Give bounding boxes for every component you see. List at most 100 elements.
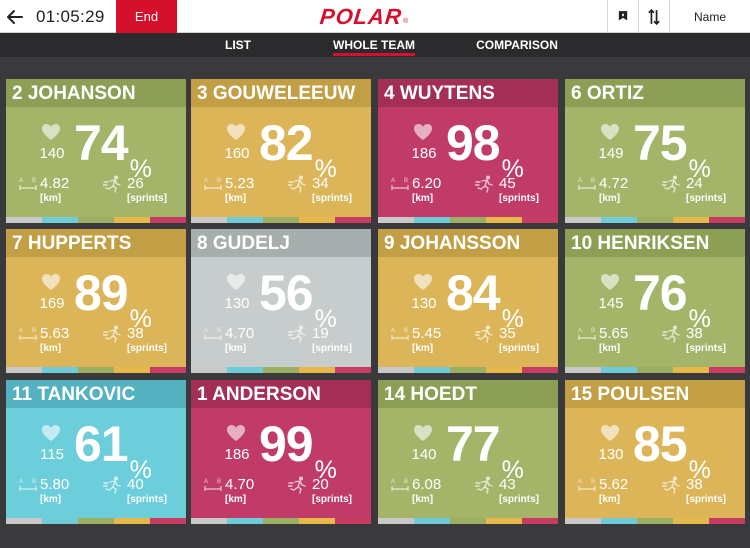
player-number: 1 xyxy=(197,384,213,405)
player-name: JOHANSSON xyxy=(399,233,521,254)
heart-rate-value: 160 xyxy=(224,145,250,162)
marker-button[interactable] xyxy=(608,0,638,33)
player-name-header: 9 JOHANSSON xyxy=(378,229,558,257)
heart-icon xyxy=(601,274,619,290)
heart-rate-value: 140 xyxy=(411,446,437,463)
zone-segment xyxy=(150,217,186,223)
view-tabs: LIST WHOLE TEAM COMPARISON xyxy=(0,33,750,57)
player-name-header: 14 HOEDT xyxy=(378,380,558,408)
zone-segment xyxy=(227,217,263,223)
player-card-3[interactable]: 3 GOUWELEEUW 160 82% A B 5.23 [km] 34 xyxy=(191,79,371,223)
end-session-button[interactable]: End xyxy=(116,0,177,33)
svg-text:A: A xyxy=(19,178,23,184)
heart-rate-value: 130 xyxy=(411,295,437,312)
player-number: 9 xyxy=(384,233,400,254)
percent-sign: % xyxy=(501,155,524,183)
svg-text:B: B xyxy=(591,328,595,334)
divider xyxy=(669,0,670,33)
logo-text: POLAR xyxy=(318,3,404,29)
heart-icon xyxy=(42,274,60,290)
player-name: HUPPERTS xyxy=(27,233,132,254)
svg-text:A: A xyxy=(391,479,395,485)
sprints-unit: [sprints] xyxy=(127,343,167,354)
player-number: 8 xyxy=(197,233,213,254)
distance-value: 5.23 xyxy=(225,175,255,192)
zone-segment xyxy=(673,518,709,524)
percent-sign: % xyxy=(688,456,711,484)
svg-text:A: A xyxy=(204,479,208,485)
player-stats: 149 75% A B 4.72 [km] 24 [sprints] xyxy=(565,107,745,217)
svg-text:B: B xyxy=(217,479,221,485)
distance-icon: A B xyxy=(578,479,596,491)
percent-sign: % xyxy=(129,305,152,333)
player-card-4[interactable]: 4 WUYTENS 186 98% A B 6.20 [km] 45 [s xyxy=(378,79,558,223)
heart-icon xyxy=(601,425,619,441)
distance-value: 4.70 xyxy=(225,325,255,342)
distance-icon: A B xyxy=(204,178,222,190)
player-name-header: 8 GUDELJ xyxy=(191,229,371,257)
player-name-header: 4 WUYTENS xyxy=(378,79,558,107)
sprints-value: 19 xyxy=(312,325,329,342)
player-name-header: 6 ORTIZ xyxy=(565,79,745,107)
svg-text:B: B xyxy=(591,178,595,184)
player-card-7[interactable]: 7 HUPPERTS 169 89% A B 5.63 [km] 38 [ xyxy=(6,229,186,373)
zone-segment xyxy=(42,217,78,223)
tab-comparison[interactable]: COMPARISON xyxy=(476,38,558,52)
player-name: JOHANSON xyxy=(27,83,136,104)
back-button[interactable] xyxy=(0,0,30,33)
player-name: HENRIKSEN xyxy=(597,233,710,254)
zone-segment xyxy=(6,518,42,524)
heart-rate-zone-bar xyxy=(378,518,558,524)
sprint-runner-icon xyxy=(103,325,121,343)
tab-whole-team[interactable]: WHOLE TEAM xyxy=(333,33,415,57)
sort-order-button[interactable] xyxy=(639,0,669,33)
zone-segment xyxy=(414,518,450,524)
svg-text:A: A xyxy=(204,178,208,184)
heart-rate-value: 140 xyxy=(39,145,65,162)
zone-segment xyxy=(450,367,486,373)
sprint-runner-icon xyxy=(475,325,493,343)
svg-text:A: A xyxy=(578,479,582,485)
heart-rate-zone-bar xyxy=(6,518,186,524)
heart-rate-zone-bar xyxy=(191,518,371,524)
player-card-9[interactable]: 9 JOHANSSON 130 84% A B 5.45 [km] 35 xyxy=(378,229,558,373)
player-stats: 115 61% A B 5.80 [km] 40 [sprints] xyxy=(6,408,186,518)
zone-segment xyxy=(565,217,601,223)
zone-segment xyxy=(486,217,522,223)
player-number: 7 xyxy=(12,233,28,254)
max-hr-percent: 82% xyxy=(259,113,337,183)
zone-segment xyxy=(263,217,299,223)
max-hr-percent: 98% xyxy=(446,113,524,183)
distance-icon: A B xyxy=(391,178,409,190)
heart-icon xyxy=(601,124,619,140)
player-card-1[interactable]: 1 ANDERSON 186 99% A B 4.70 [km] 20 [ xyxy=(191,380,371,524)
sprint-runner-icon xyxy=(103,476,121,494)
zone-segment xyxy=(601,367,637,373)
heart-rate-value: 130 xyxy=(598,446,624,463)
zone-segment xyxy=(150,367,186,373)
player-card-14[interactable]: 14 HOEDT 140 77% A B 6.08 [km] 43 [sp xyxy=(378,380,558,524)
sprints-unit: [sprints] xyxy=(127,193,167,204)
zone-segment xyxy=(263,367,299,373)
heart-icon xyxy=(227,274,245,290)
player-card-6[interactable]: 6 ORTIZ 149 75% A B 4.72 [km] 24 [spr xyxy=(565,79,745,223)
zone-segment xyxy=(150,518,186,524)
distance-unit: [km] xyxy=(40,193,62,204)
heart-icon xyxy=(414,274,432,290)
player-stats: 130 56% A B 4.70 [km] 19 [sprints] xyxy=(191,257,371,367)
player-card-15[interactable]: 15 POULSEN 130 85% A B 5.62 [km] 38 [ xyxy=(565,380,745,524)
player-grid: 2 JOHANSON 140 74% A B 4.82 [km] 26 [ xyxy=(0,57,750,548)
heart-icon xyxy=(227,124,245,140)
sprints-unit: [sprints] xyxy=(127,494,167,505)
player-card-2[interactable]: 2 JOHANSON 140 74% A B 4.82 [km] 26 [ xyxy=(6,79,186,223)
player-name: WUYTENS xyxy=(399,83,495,104)
svg-text:B: B xyxy=(404,328,408,334)
percent-value: 99 xyxy=(259,416,314,472)
player-card-10[interactable]: 10 HENRIKSEN 145 76% A B 5.65 [km] 38 xyxy=(565,229,745,373)
sprints-value: 38 xyxy=(686,325,703,342)
svg-text:B: B xyxy=(32,328,36,334)
player-card-11[interactable]: 11 TANKOVIC 115 61% A B 5.80 [km] 40 xyxy=(6,380,186,524)
player-card-8[interactable]: 8 GUDELJ 130 56% A B 4.70 [km] 19 [sp xyxy=(191,229,371,373)
tab-list[interactable]: LIST xyxy=(225,38,251,52)
sort-by-name-button[interactable]: Name xyxy=(693,9,726,24)
